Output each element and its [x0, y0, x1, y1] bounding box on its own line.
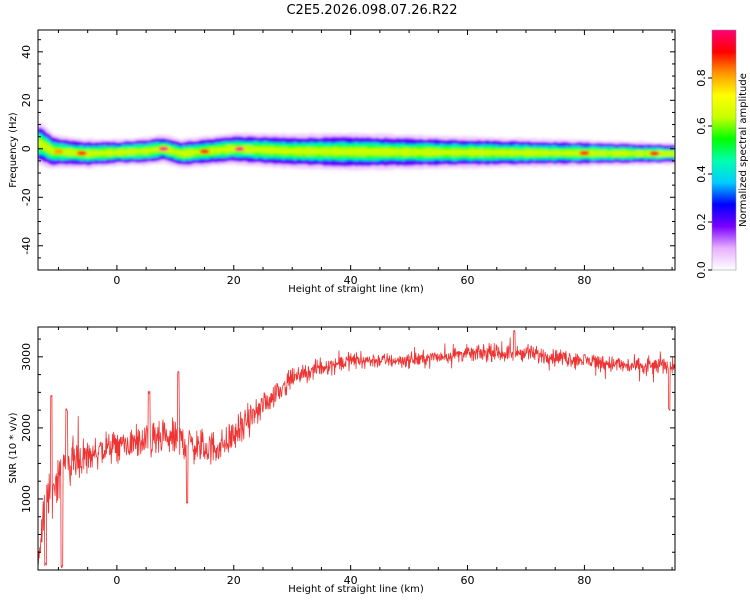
y-tick-label: 1000	[20, 485, 33, 513]
y-tick-label: 0	[20, 145, 33, 152]
x-tick-label: 40	[344, 274, 358, 287]
snr-panel: 0 20 40 60 80 1000 2000 3000 Height of straigh…	[8, 326, 676, 595]
x-tick-label: 80	[577, 274, 591, 287]
spectrogram-panel: 0 20 40 60 80 40 20 0 -20 -40 Height of straight…	[8, 29, 676, 295]
y-tick-label: -20	[20, 188, 33, 206]
colorbar-tick-label: 0.8	[695, 69, 708, 87]
x-tick-label: 60	[461, 274, 475, 287]
y-tick-label: -40	[20, 237, 33, 255]
spectrogram-x-ticks: 0 20 40 60 80	[57, 30, 673, 287]
y-tick-label: 40	[20, 45, 33, 59]
spectrogram-y-ticks: 40 20 0 -20 -40	[20, 39, 675, 271]
snr-x-label: Height of straight line (km)	[288, 584, 424, 595]
x-tick-label: 40	[344, 574, 358, 587]
colorbar-tick-label: 0.0	[695, 261, 708, 279]
x-tick-label: 60	[461, 574, 475, 587]
spectrogram-plot-area	[38, 122, 675, 171]
band-peak	[76, 151, 87, 156]
band-level-5	[38, 139, 675, 158]
y-tick-label: 3000	[20, 343, 33, 371]
x-tick-label: 0	[113, 574, 120, 587]
band-peak	[234, 146, 245, 152]
x-tick-label: 0	[113, 274, 120, 287]
band-peak	[53, 149, 64, 154]
figure-title: C2E5.2026.098.07.26.R22	[286, 3, 457, 18]
colorbar-fill	[712, 30, 736, 270]
band-peak	[158, 146, 169, 151]
x-tick-label: 20	[227, 274, 241, 287]
snr-series-line	[38, 330, 675, 569]
y-tick-label: 20	[20, 93, 33, 107]
x-tick-label: 80	[577, 574, 591, 587]
spectral-band	[38, 122, 675, 171]
band-peak	[199, 149, 210, 154]
colorbar: 0.0 0.2 0.4 0.6 0.8 Normalized spectral ampl…	[695, 29, 749, 279]
colorbar-tick-label: 0.2	[695, 213, 708, 231]
spectrogram-frame	[37, 29, 676, 271]
snr-frame	[37, 326, 676, 571]
spectrogram-y-label: Frequency (Hz)	[8, 112, 19, 188]
colorbar-tick-label: 0.4	[695, 165, 708, 183]
band-peak	[649, 151, 660, 156]
snr-plot-area	[38, 330, 675, 569]
colorbar-ticks: 0.0 0.2 0.4 0.6 0.8	[695, 69, 712, 279]
x-tick-label: 20	[227, 574, 241, 587]
band-peak	[579, 150, 590, 156]
snr-y-label: SNR (10 * v/v)	[8, 412, 19, 483]
spectrogram-x-label: Height of straight line (km)	[288, 284, 424, 295]
colorbar-tick-label: 0.6	[695, 117, 708, 135]
snr-x-ticks: 0 20 40 60 80	[57, 327, 673, 587]
y-tick-label: 2000	[20, 414, 33, 442]
colorbar-frame	[711, 29, 737, 271]
snr-y-ticks: 1000 2000 3000	[20, 338, 675, 571]
colorbar-label: Normalized spectral amplitude	[738, 73, 749, 227]
